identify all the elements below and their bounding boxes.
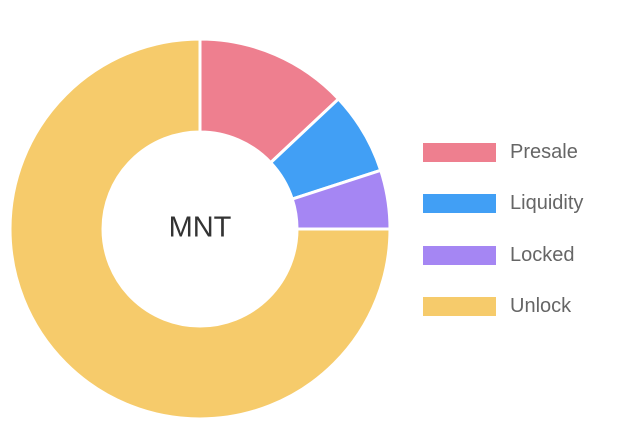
legend-item-presale[interactable]: Presale [423,134,613,170]
legend-label-liquidity: Liquidity [510,192,584,214]
chart-legend: Presale Liquidity Locked Unlock [423,134,613,340]
slices-group [8,37,392,421]
legend-item-unlock[interactable]: Unlock [423,289,613,325]
legend-swatch-unlock [423,297,496,316]
slice-unlock[interactable] [8,37,392,421]
legend-label-unlock: Unlock [510,295,572,317]
center-label: MNT [169,212,232,244]
legend-swatch-locked [423,245,496,265]
legend-item-liquidity[interactable]: Liquidity [423,186,613,222]
legend-label-presale: Presale [510,140,578,163]
legend-swatch-liquidity [423,194,496,213]
legend-swatch-presale [423,142,496,162]
legend-label-locked: Locked [510,243,575,266]
legend-item-locked[interactable]: Locked [423,237,613,273]
